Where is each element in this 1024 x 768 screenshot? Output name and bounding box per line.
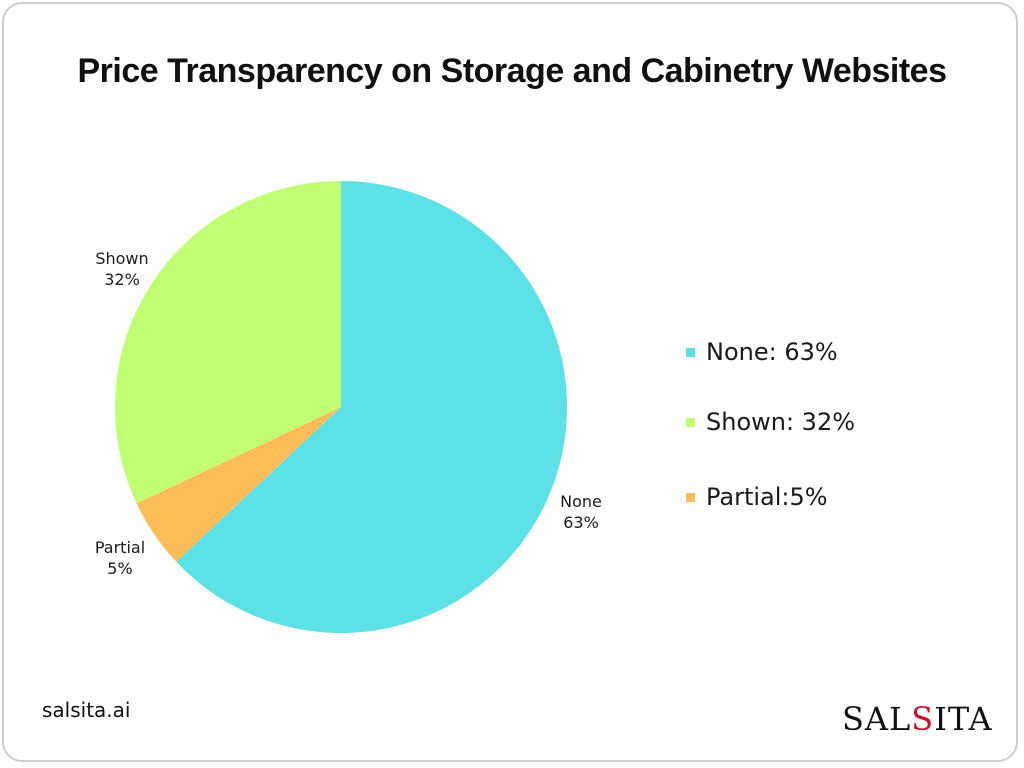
salsita-logo: SALSITA <box>842 700 993 738</box>
logo-part-1: SAL <box>842 700 912 738</box>
legend-label-partial: Partial:5% <box>706 483 828 511</box>
legend-item-none: None: 63% <box>686 338 838 366</box>
data-label-shown-value: 32% <box>104 270 140 289</box>
legend-item-shown: Shown: 32% <box>686 408 855 436</box>
legend-swatch-shown <box>686 417 695 427</box>
legend-label-none: None: 63% <box>706 338 838 366</box>
legend-item-partial: Partial:5% <box>686 483 828 511</box>
data-label-partial-value: 5% <box>107 559 132 578</box>
data-label-partial-name: Partial <box>95 538 145 557</box>
data-label-none-value: 63% <box>563 513 599 532</box>
logo-part-2: S <box>911 700 935 738</box>
pie-slice-shown <box>114 181 342 504</box>
pie-slice-partial <box>136 407 341 562</box>
legend-swatch-none <box>686 347 695 357</box>
data-label-none-name: None <box>560 492 602 511</box>
data-label-shown-name: Shown <box>95 249 148 268</box>
pie-slice-none <box>176 181 567 634</box>
legend-label-shown: Shown: 32% <box>706 408 856 436</box>
chart-title: Price Transparency on Storage and Cabine… <box>77 52 947 90</box>
website-url: salsita.ai <box>42 698 131 722</box>
legend-swatch-partial <box>686 492 695 502</box>
logo-part-3: ITA <box>934 700 993 738</box>
